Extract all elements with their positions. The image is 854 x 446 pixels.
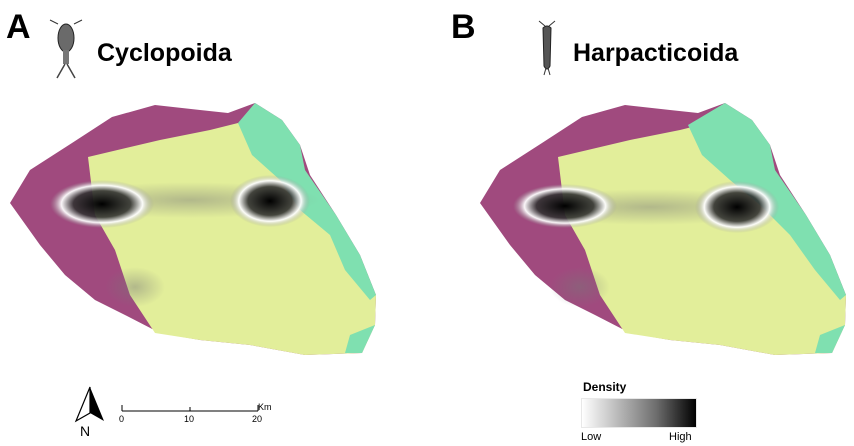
- density-hotspot-west: [513, 184, 617, 228]
- scale-tick-0: 0: [119, 414, 125, 424]
- cyclopoid-copepod-icon: [49, 19, 83, 79]
- region-yellow: [558, 123, 846, 355]
- map-panel-a: [10, 103, 376, 355]
- scale-unit: Km: [258, 402, 272, 412]
- legend-title: Density: [583, 380, 627, 394]
- legend-low-label: Low: [581, 431, 602, 443]
- density-hotspot-west: [50, 180, 154, 228]
- scale-bar: [121, 405, 259, 412]
- north-arrow-icon: [74, 386, 104, 423]
- legend-high-label: High: [669, 431, 692, 443]
- density-hotspot-east: [695, 181, 779, 233]
- panel-a-title: Cyclopoida: [97, 39, 232, 67]
- scale-tick-20: 20: [252, 414, 263, 424]
- panel-a-letter: A: [6, 8, 31, 46]
- panel-b-title: Harpacticoida: [573, 39, 739, 67]
- legend-gradient: [581, 398, 697, 428]
- harpacticoid-copepod-icon: [538, 20, 556, 76]
- map-panel-b: [480, 103, 846, 355]
- panel-b-letter: B: [451, 8, 476, 46]
- density-hotspot-east: [230, 175, 310, 227]
- scale-tick-10: 10: [184, 414, 195, 424]
- north-arrow-label: N: [80, 423, 91, 439]
